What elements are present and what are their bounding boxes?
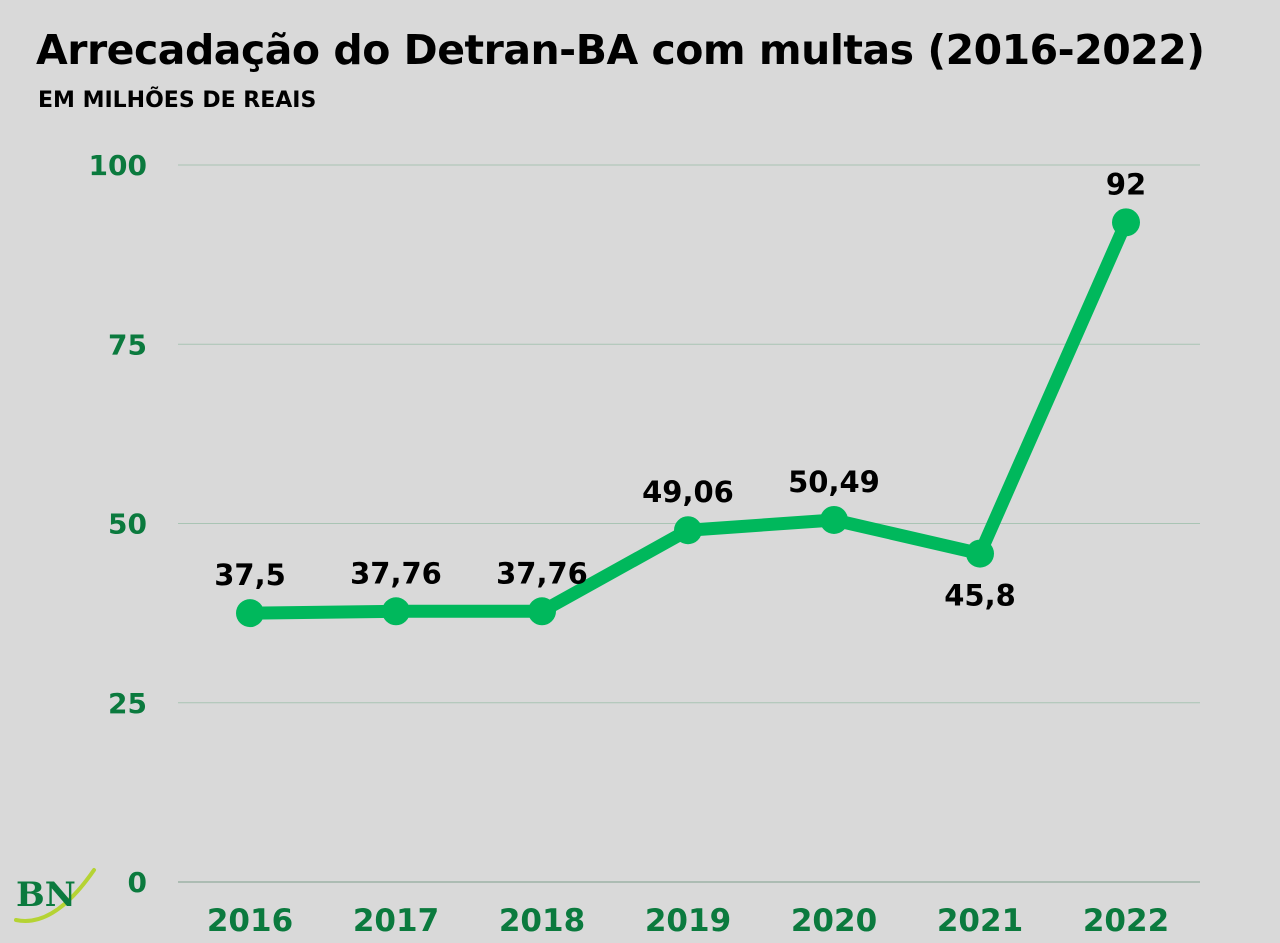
series-line (243, 215, 1133, 620)
data-point (236, 599, 264, 628)
chart-subtitle: EM MILHÕES DE REAIS (38, 88, 317, 113)
x-tick-label: 2021 (937, 903, 1023, 939)
x-tick-label: 2019 (645, 903, 731, 939)
data-label: 45,8 (944, 579, 1016, 613)
data-labels: 37,5 37,76 37,76 49,06 50,49 45,8 92 (214, 167, 1146, 612)
y-tick-label: 0 (128, 866, 147, 899)
x-tick-label: 2020 (791, 903, 877, 939)
data-point (528, 597, 556, 626)
data-label: 49,06 (642, 475, 734, 509)
y-axis-ticks: 0 25 50 75 100 (89, 149, 147, 899)
x-tick-label: 2018 (499, 903, 585, 939)
data-points (236, 208, 1140, 628)
series-line-layer (243, 215, 1133, 620)
data-label: 92 (1106, 167, 1146, 201)
x-axis-ticks: 2016 2017 2018 2019 2020 2021 2022 (207, 903, 1169, 939)
bn-logo-text: BN (16, 875, 76, 915)
data-point (382, 597, 410, 626)
x-tick-label: 2022 (1083, 903, 1169, 939)
data-label: 37,5 (214, 558, 286, 592)
data-label: 37,76 (496, 556, 588, 590)
data-point (674, 516, 702, 545)
y-tick-label: 50 (108, 508, 147, 541)
data-point (820, 505, 848, 534)
data-label: 50,49 (788, 465, 880, 499)
data-point (1112, 208, 1140, 237)
bn-logo-icon: BN (14, 862, 104, 936)
y-tick-label: 25 (108, 687, 147, 720)
chart-title: Arrecadação do Detran-BA com multas (201… (36, 26, 1205, 74)
x-tick-label: 2016 (207, 903, 293, 939)
data-point (966, 539, 994, 568)
y-tick-label: 100 (89, 149, 147, 182)
data-label: 37,76 (350, 556, 442, 590)
x-tick-label: 2017 (353, 903, 439, 939)
y-tick-label: 75 (108, 328, 147, 361)
